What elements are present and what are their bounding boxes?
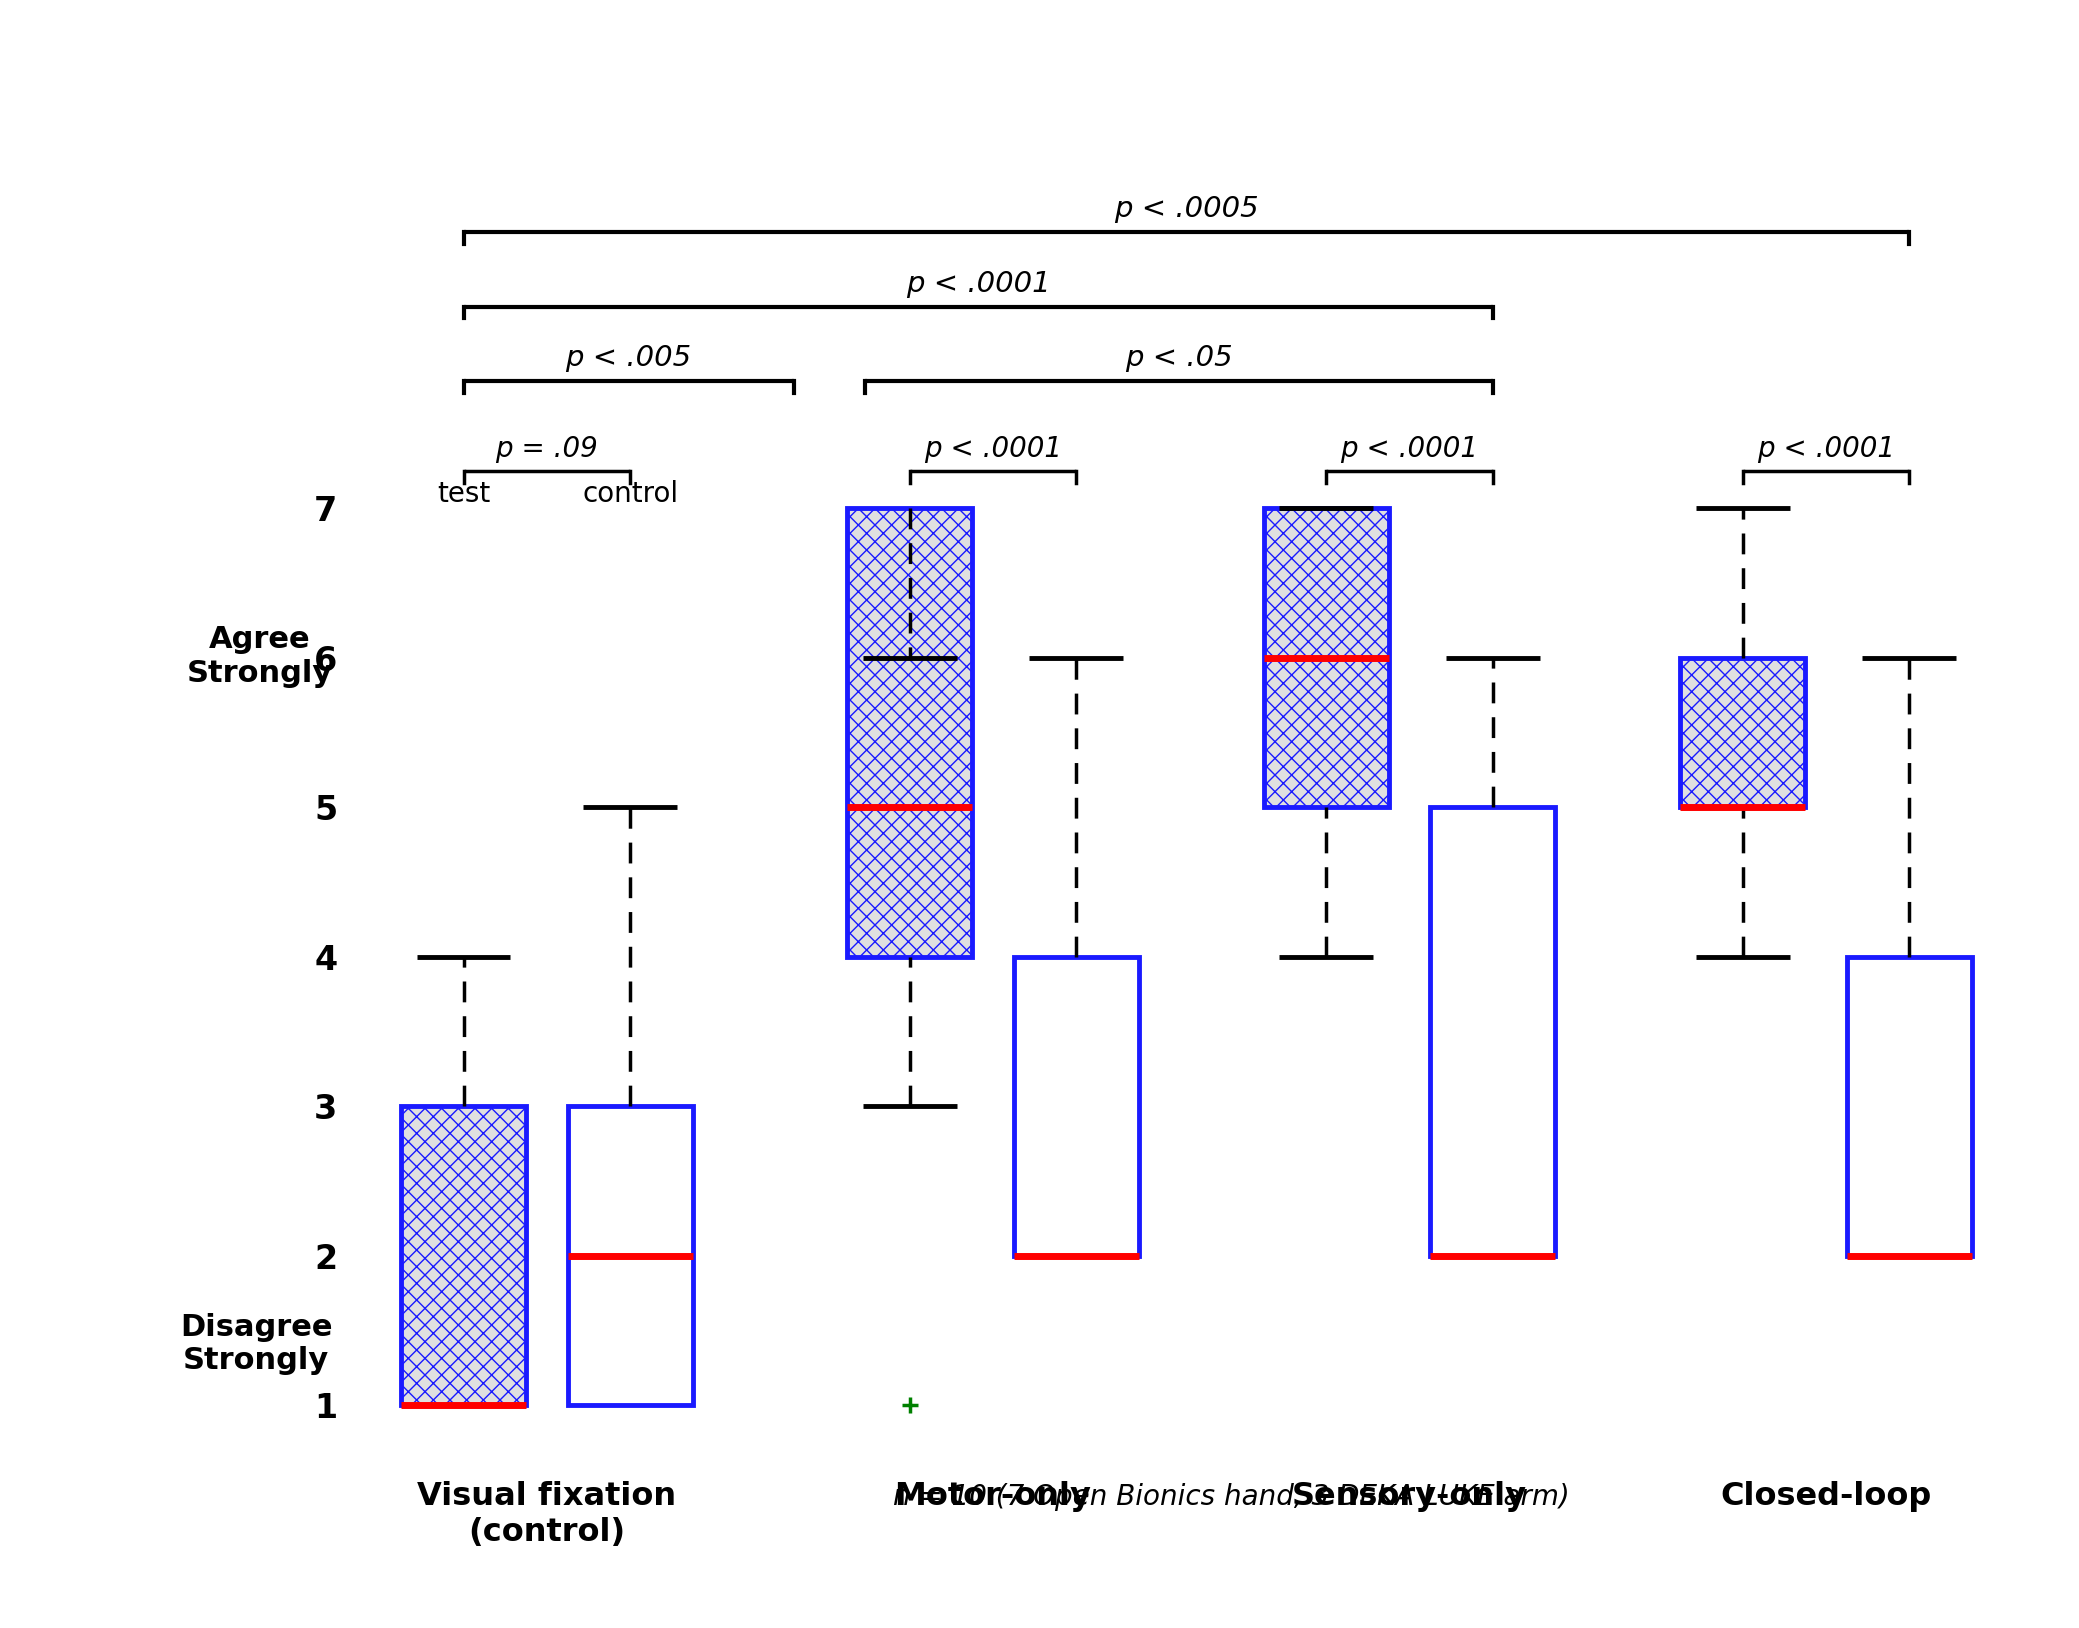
Bar [1264, 508, 1389, 807]
Text: p < .0001: p < .0001 [906, 270, 1050, 298]
Text: n = 10 (7 Open Bionics hand, 3 DEKA LUKE arm): n = 10 (7 Open Bionics hand, 3 DEKA LUKE… [892, 1483, 1570, 1511]
Bar [848, 508, 973, 957]
Bar [1846, 957, 1971, 1255]
Bar [568, 1107, 692, 1405]
Text: Disagree
Strongly: Disagree Strongly [181, 1312, 333, 1376]
Bar [1680, 658, 1805, 807]
Bar [1430, 807, 1555, 1255]
Text: control: control [582, 480, 678, 508]
Text: test: test [437, 480, 491, 508]
Bar [401, 1107, 526, 1405]
Bar [1015, 957, 1139, 1255]
Text: p < .0001: p < .0001 [1341, 435, 1478, 464]
Text: p = .09: p = .09 [495, 435, 599, 464]
Text: p < .0001: p < .0001 [923, 435, 1062, 464]
Text: p < .005: p < .005 [565, 344, 692, 373]
Text: p < .0005: p < .0005 [1114, 195, 1258, 223]
Text: Agree
Strongly: Agree Strongly [187, 625, 333, 687]
Text: p < .0001: p < .0001 [1757, 435, 1894, 464]
Text: p < .05: p < .05 [1125, 344, 1233, 373]
